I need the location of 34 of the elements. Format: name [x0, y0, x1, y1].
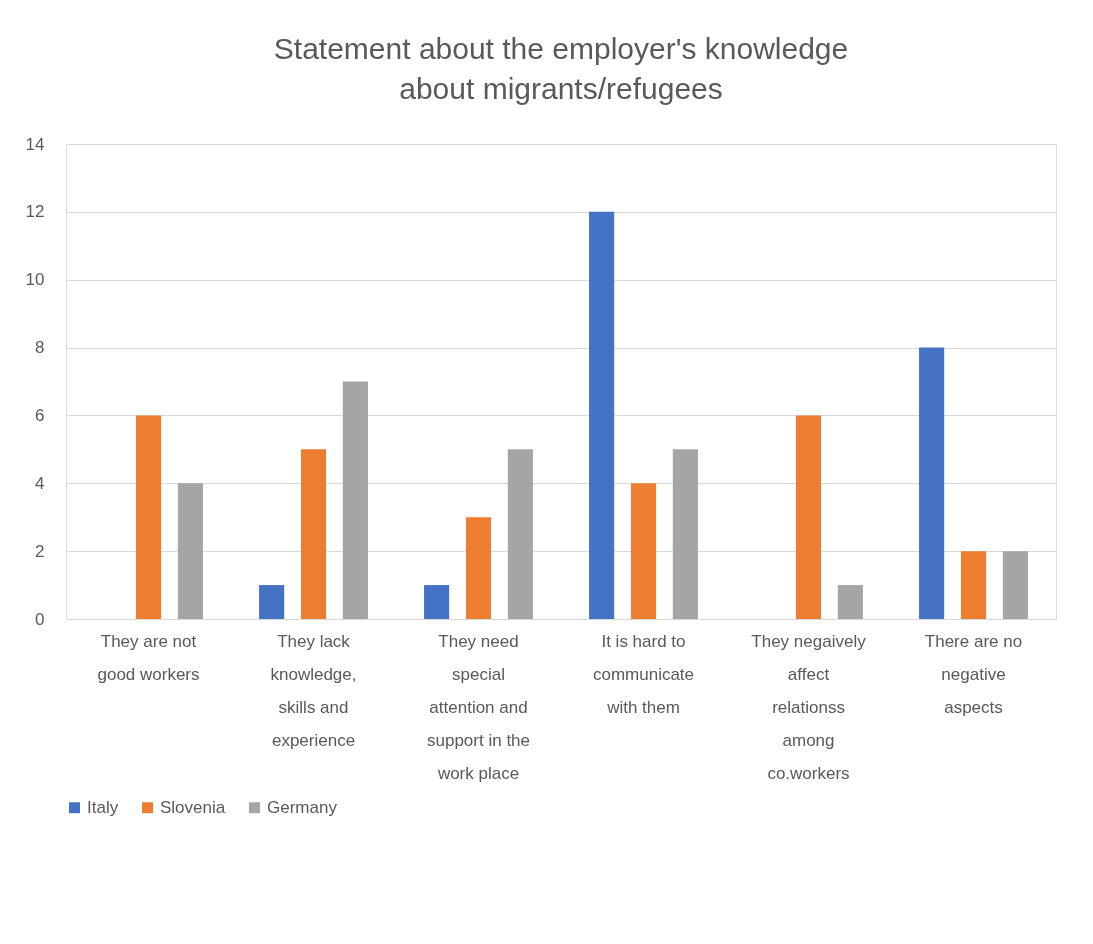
- x-tick-label: There are no negative aspects: [924, 631, 1023, 717]
- bar: [795, 415, 822, 619]
- bar: [507, 449, 533, 619]
- bar: [630, 483, 657, 619]
- bar: [259, 585, 285, 619]
- y-tick-label: 4: [35, 473, 45, 493]
- bar: [837, 585, 863, 619]
- legend-label: Germany: [267, 797, 338, 817]
- bar: [135, 415, 162, 619]
- y-tick-label: 6: [35, 405, 45, 425]
- x-tick-label: They are not good workers: [97, 631, 200, 684]
- bar: [589, 211, 615, 619]
- y-tick-label: 8: [35, 338, 45, 358]
- legend-label: Slovenia: [160, 797, 226, 817]
- x-tick-label: They negaively affect relationss among co.workers: [751, 631, 867, 783]
- x-tick-label: It is hard to communicate with them: [592, 631, 695, 717]
- legend-label: Italy: [87, 797, 119, 817]
- y-tick-label: 14: [25, 134, 45, 154]
- bar: [919, 347, 945, 619]
- y-tick-label: 12: [25, 202, 45, 222]
- bar: [300, 449, 327, 619]
- bar: [672, 449, 698, 619]
- bar: [424, 585, 450, 619]
- y-tick-label: 2: [35, 541, 45, 561]
- x-tick-label: They lack knowledge, skills and experience: [270, 631, 357, 750]
- bar: [177, 483, 203, 619]
- bar: [960, 551, 987, 619]
- chart-title: Statement about the employer's knowledge about migrants/refugees: [273, 32, 849, 105]
- x-tick-label: They need special attention and support in the work place: [426, 631, 531, 783]
- bar: [342, 381, 368, 619]
- bar: [1002, 551, 1028, 619]
- bar: [465, 517, 492, 619]
- y-tick-label: 10: [25, 270, 45, 290]
- y-tick-label: 0: [35, 609, 45, 629]
